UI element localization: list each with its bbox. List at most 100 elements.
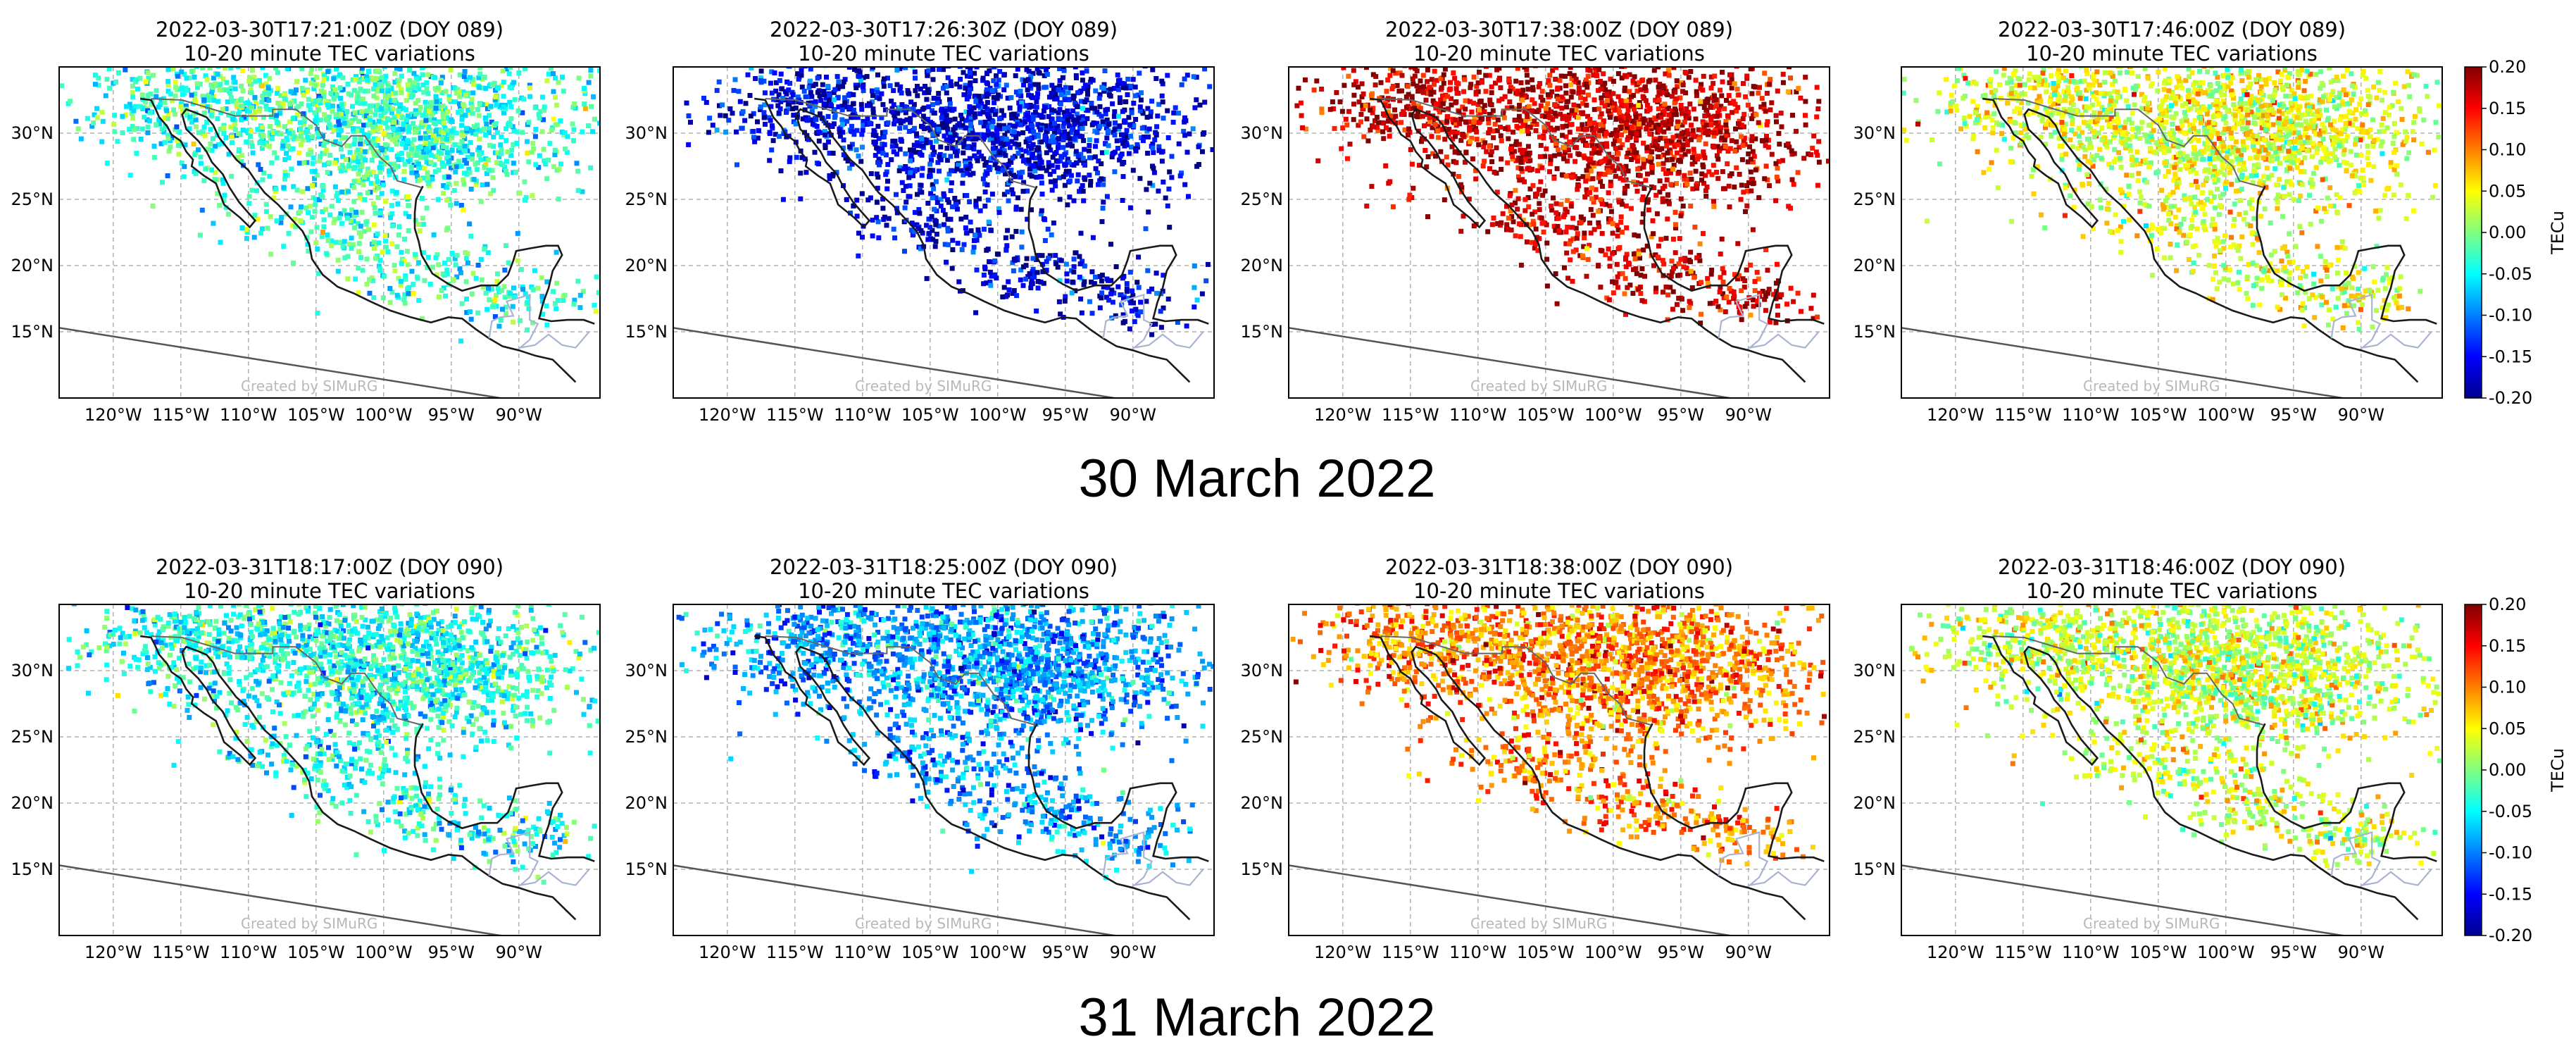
tec-point xyxy=(1040,261,1046,267)
tec-point xyxy=(226,112,232,118)
tec-point xyxy=(893,143,899,149)
tec-point xyxy=(1096,182,1101,187)
tec-point xyxy=(950,237,956,243)
tec-point xyxy=(1192,304,1197,310)
tec-point xyxy=(127,126,132,132)
tec-point xyxy=(1138,309,1144,315)
tec-point xyxy=(1070,279,1075,285)
tec-point xyxy=(1138,97,1144,103)
tec-point xyxy=(284,151,289,156)
tec-point xyxy=(257,140,263,146)
tec-point xyxy=(1062,129,1068,135)
tec-point xyxy=(926,89,932,95)
tec-point xyxy=(970,170,976,176)
tec-point xyxy=(1078,121,1084,127)
tec-point xyxy=(1009,187,1015,192)
tec-point xyxy=(408,93,414,99)
tec-point xyxy=(404,249,410,254)
tec-point xyxy=(1048,147,1053,153)
tec-point xyxy=(309,168,315,174)
tec-point xyxy=(91,120,96,125)
tec-point xyxy=(940,208,946,213)
tec-point xyxy=(859,132,865,137)
tec-point xyxy=(1119,137,1125,143)
tec-point xyxy=(314,75,319,80)
tec-point xyxy=(304,89,310,94)
tec-point xyxy=(983,160,989,166)
tec-point xyxy=(488,59,493,64)
tec-point xyxy=(112,113,118,118)
tec-point xyxy=(387,299,393,305)
tec-point xyxy=(839,107,845,113)
tec-point xyxy=(996,210,1002,216)
tec-point xyxy=(1065,156,1070,162)
tec-point xyxy=(401,124,407,130)
tec-point xyxy=(1703,188,1708,194)
tec-point xyxy=(205,104,211,110)
tec-point xyxy=(1070,127,1075,132)
tec-point xyxy=(317,67,323,71)
tec-point xyxy=(769,69,775,75)
tec-point xyxy=(894,67,900,73)
tec-point xyxy=(267,144,273,149)
tec-point xyxy=(1678,103,1684,108)
tec-point xyxy=(525,327,530,332)
tec-point xyxy=(1013,174,1018,180)
tec-point xyxy=(1153,130,1158,135)
tec-point xyxy=(1061,120,1067,126)
tec-point xyxy=(278,131,284,137)
tec-point xyxy=(946,118,951,124)
borders-central-america xyxy=(1102,293,1204,349)
tec-point xyxy=(1080,106,1085,111)
tec-point xyxy=(1764,133,1769,139)
tec-point xyxy=(842,95,847,101)
panel-title: 2022-03-30T17:26:30Z (DOY 089) xyxy=(770,18,1118,42)
tec-point xyxy=(298,218,304,224)
tec-point xyxy=(1025,188,1030,194)
tec-point xyxy=(986,219,992,225)
tec-point xyxy=(849,161,855,167)
tec-point xyxy=(799,85,805,90)
tec-point xyxy=(851,107,856,113)
tec-point xyxy=(742,58,746,63)
tec-point xyxy=(329,238,334,244)
tec-point xyxy=(770,138,776,144)
tec-point xyxy=(1131,123,1137,128)
tec-point xyxy=(468,233,474,239)
tec-point xyxy=(234,101,239,107)
tec-point xyxy=(902,205,908,211)
tec-point xyxy=(413,145,418,151)
tec-point xyxy=(1073,100,1078,106)
tec-point xyxy=(899,180,905,185)
tec-point xyxy=(808,117,813,123)
tec-point xyxy=(130,116,136,121)
tec-point xyxy=(1554,166,1560,171)
tec-point xyxy=(786,87,792,93)
tec-point xyxy=(923,84,927,89)
tec-point xyxy=(202,133,208,139)
tec-point xyxy=(356,94,361,100)
tec-point xyxy=(463,92,468,98)
tec-point xyxy=(994,166,1000,170)
tec-point xyxy=(1637,124,1643,130)
tec-point xyxy=(1019,100,1025,106)
tec-point xyxy=(843,156,849,161)
tec-point xyxy=(1100,206,1106,211)
tec-point xyxy=(525,139,530,144)
tec-point xyxy=(1773,296,1779,302)
tec-point xyxy=(1715,175,1721,181)
tec-point xyxy=(165,111,171,116)
tec-point xyxy=(103,93,108,99)
tec-point xyxy=(686,113,692,118)
tec-point xyxy=(1574,235,1580,241)
tec-point xyxy=(368,118,373,123)
tec-point xyxy=(1044,150,1049,156)
tec-point xyxy=(180,92,185,97)
tec-point xyxy=(392,268,398,273)
tec-point xyxy=(755,119,760,125)
tec-point xyxy=(406,87,411,92)
tec-point xyxy=(427,117,432,123)
tec-point xyxy=(440,136,446,142)
tec-point xyxy=(945,75,951,80)
tec-point xyxy=(1141,135,1146,139)
